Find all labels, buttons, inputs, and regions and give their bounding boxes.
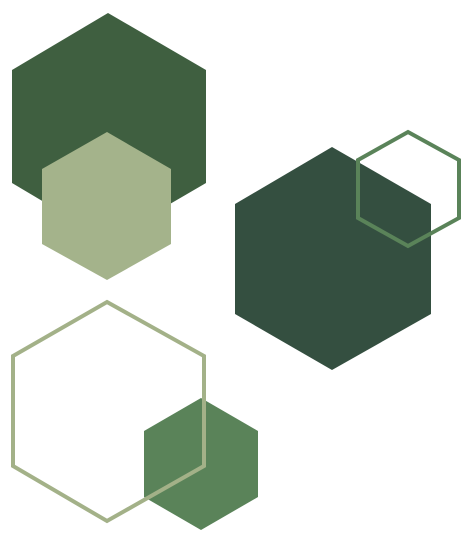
right-outline-hexagon — [356, 129, 461, 249]
right-dark-hexagon — [235, 147, 431, 370]
bottom-outline-hexagon — [11, 299, 206, 524]
bottom-mid-green-hexagon — [144, 398, 258, 530]
top-left-sage-hexagon — [42, 132, 171, 280]
